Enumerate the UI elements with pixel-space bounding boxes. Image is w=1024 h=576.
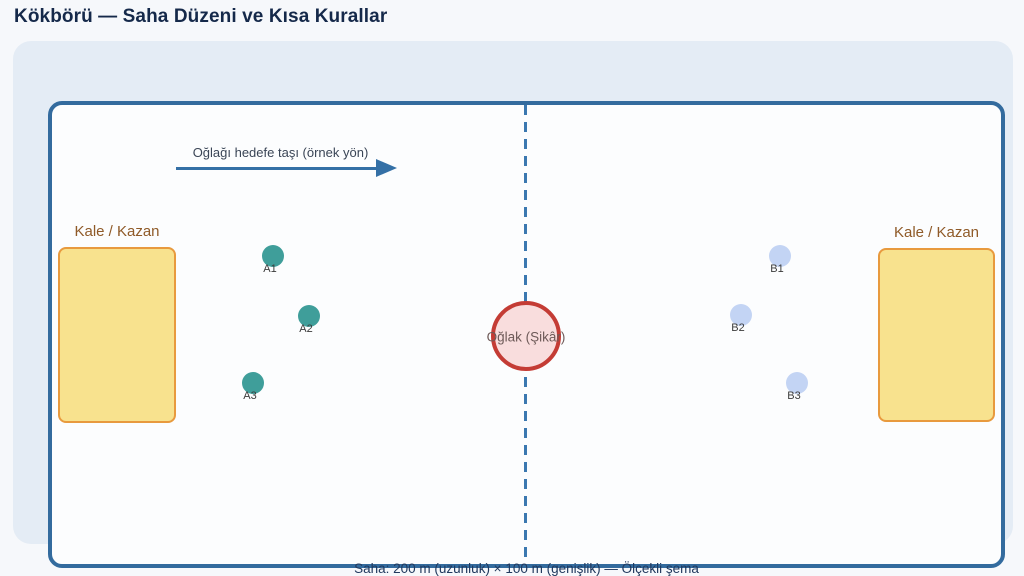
- direction-arrow-label: Oğlağı hedefe taşı (örnek yön): [192, 145, 369, 160]
- direction-arrow-line: [176, 167, 377, 170]
- goal-label-right: Kale / Kazan: [893, 224, 980, 241]
- player-label-b1: B1: [770, 263, 784, 275]
- player-label-a3: A3: [243, 390, 257, 402]
- player-marker-b2: [730, 304, 752, 326]
- player-marker-a1: [262, 245, 284, 267]
- player-label-a1: A1: [263, 263, 277, 275]
- oglak-label: Oğlak (Şikâr): [486, 329, 566, 345]
- diagram-panel: Oğlağı hedefe taşı (örnek yön) Kale / Ka…: [13, 41, 1013, 576]
- arrow-head-icon: [376, 159, 397, 177]
- player-marker-a2: [298, 305, 320, 327]
- player-marker-a3: [242, 372, 264, 394]
- page-title: Kökbörü — Saha Düzeni ve Kısa Kurallar: [14, 6, 388, 27]
- field-dimensions-caption: Saha: 200 m (uzunluk) × 100 m (genişlik)…: [354, 561, 699, 576]
- players-layer: A1 A2 A3 B1 B2 B3: [13, 41, 1013, 544]
- player-marker-b3: [786, 372, 808, 394]
- player-marker-b1: [769, 245, 791, 267]
- player-label-a2: A2: [299, 323, 313, 335]
- goal-zone-right: [878, 248, 995, 422]
- goal-zone-left: [58, 247, 176, 423]
- goal-label-left: Kale / Kazan: [74, 223, 160, 240]
- oglak-circle: [491, 301, 561, 371]
- player-label-b3: B3: [787, 390, 801, 402]
- player-label-b2: B2: [731, 322, 745, 334]
- page: Kökbörü — Saha Düzeni ve Kısa Kurallar O…: [13, 6, 1013, 576]
